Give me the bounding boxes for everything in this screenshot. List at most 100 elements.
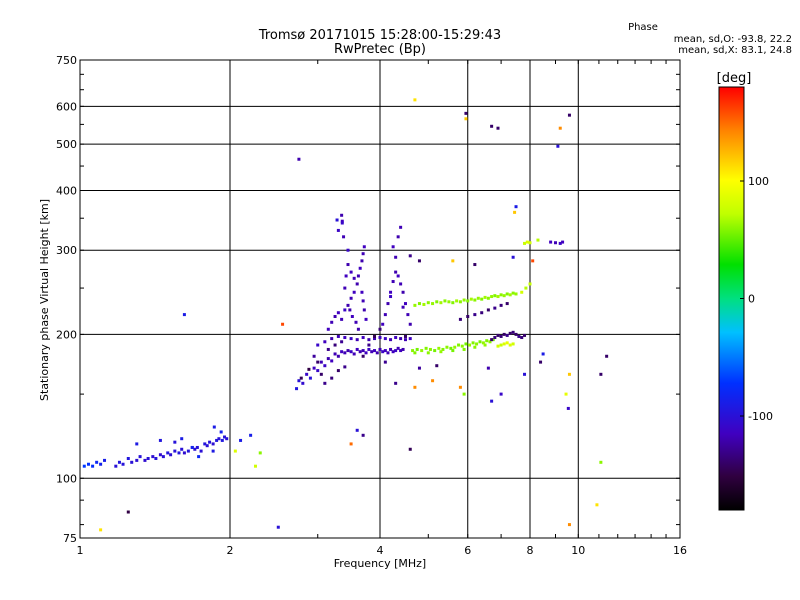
data-point — [333, 343, 337, 347]
chart-subtitle: RwPretec (Bp) — [333, 42, 427, 57]
data-point — [378, 336, 382, 340]
data-point — [401, 290, 405, 294]
data-point — [599, 460, 603, 464]
x-tick-label: 6 — [464, 544, 471, 557]
data-point — [403, 338, 407, 342]
data-point — [319, 372, 323, 376]
data-point — [356, 274, 360, 278]
data-point — [403, 334, 407, 338]
x-tick-label: 2 — [227, 544, 234, 557]
data-point — [488, 340, 492, 344]
data-point — [383, 313, 387, 317]
data-point — [567, 372, 571, 376]
data-point — [525, 240, 529, 244]
data-point — [126, 456, 130, 460]
data-point — [358, 266, 362, 270]
data-point — [605, 354, 609, 358]
data-point — [449, 346, 453, 350]
data-point — [483, 343, 487, 347]
data-point — [458, 385, 462, 389]
y-tick-label: 300 — [56, 244, 77, 257]
data-point — [343, 336, 347, 340]
data-point — [333, 352, 337, 356]
data-point — [453, 345, 457, 349]
data-point — [496, 333, 500, 337]
data-point — [340, 350, 344, 354]
data-point — [431, 302, 435, 306]
data-point — [523, 372, 527, 376]
data-point — [520, 336, 524, 340]
colorbar-label: [deg] — [717, 71, 752, 86]
y-tick-label: 75 — [63, 532, 77, 545]
data-point — [420, 349, 424, 353]
x-axis-label: Frequency [MHz] — [334, 557, 426, 570]
data-point — [166, 451, 170, 455]
data-point — [433, 349, 437, 353]
data-point — [305, 372, 309, 376]
data-point — [493, 294, 497, 298]
data-point — [154, 456, 158, 460]
data-point — [195, 445, 199, 449]
data-point — [468, 343, 472, 347]
data-point — [549, 240, 553, 244]
data-point — [480, 297, 484, 301]
data-point — [505, 341, 509, 345]
data-point — [352, 276, 356, 280]
data-point — [381, 350, 385, 354]
data-point — [362, 245, 366, 249]
data-point — [361, 349, 365, 353]
data-point — [499, 303, 503, 307]
data-point — [143, 458, 147, 462]
data-point — [511, 330, 515, 334]
data-point — [520, 290, 524, 294]
data-point — [561, 240, 565, 244]
data-point — [333, 314, 337, 318]
data-point — [355, 347, 359, 351]
data-point — [343, 308, 347, 312]
data-point — [182, 313, 186, 317]
data-point — [464, 111, 468, 115]
data-point — [417, 259, 421, 263]
data-point — [295, 387, 299, 391]
data-point — [502, 332, 506, 336]
data-point — [367, 347, 371, 351]
data-point — [220, 438, 224, 442]
data-point — [197, 455, 201, 459]
data-point — [180, 447, 184, 451]
data-point — [225, 437, 229, 441]
data-point — [177, 451, 181, 455]
data-point — [408, 254, 412, 258]
data-point — [566, 406, 570, 410]
data-point — [99, 462, 103, 466]
data-point — [451, 259, 455, 263]
data-point — [415, 347, 419, 351]
colorbar: [deg] 100 0 -100 — [717, 71, 773, 511]
data-point — [499, 334, 503, 338]
data-point — [199, 449, 203, 453]
data-point — [490, 295, 494, 299]
data-point — [219, 430, 223, 434]
data-point — [138, 455, 142, 459]
data-point — [340, 221, 344, 225]
data-point — [389, 295, 393, 299]
data-point — [386, 302, 390, 306]
data-point — [462, 347, 466, 351]
data-point — [417, 366, 421, 370]
data-point — [301, 381, 305, 385]
data-point — [399, 225, 403, 229]
data-point — [316, 360, 320, 364]
data-point — [496, 344, 500, 348]
data-point — [355, 338, 359, 342]
data-point — [455, 299, 459, 303]
data-point — [349, 442, 353, 446]
data-point — [528, 241, 532, 245]
data-point — [435, 300, 439, 304]
x-tick-label: 4 — [377, 544, 384, 557]
data-point — [355, 428, 359, 432]
data-point — [396, 274, 400, 278]
data-point — [312, 366, 316, 370]
data-point — [445, 345, 449, 349]
data-point — [91, 464, 95, 468]
data-point — [364, 317, 368, 321]
